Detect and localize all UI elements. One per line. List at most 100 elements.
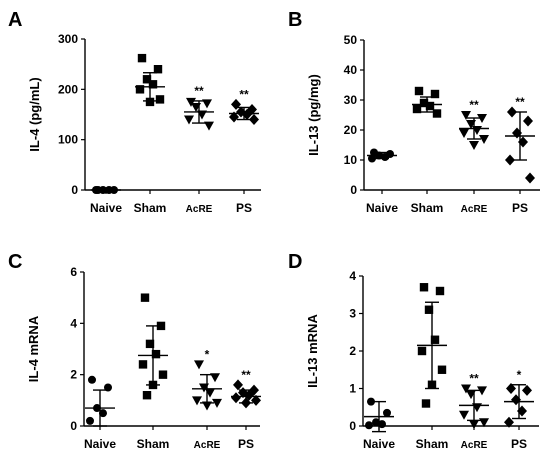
panel-a: A IL-4 (pg/mL) 0 100 200 300 Naive Sham AcRE PS **… bbox=[8, 9, 261, 215]
y-tick-label-d: 0 bbox=[349, 419, 356, 433]
data-point-b-sham bbox=[412, 104, 422, 114]
data-point-d-ps bbox=[504, 416, 514, 428]
y-tick-label-d: 1 bbox=[349, 382, 356, 396]
significance-label-c-ps: ** bbox=[241, 368, 251, 382]
data-point-c-naive bbox=[88, 375, 96, 384]
significance-label-b-ps: ** bbox=[515, 95, 525, 109]
y-tick-label-b: 30 bbox=[344, 93, 358, 107]
significance-label-d-acre: ** bbox=[469, 372, 479, 386]
y-tick-label-d: 2 bbox=[349, 344, 356, 358]
data-point-d-sham bbox=[437, 365, 447, 374]
panel-b: B IL-13 (pg/mg) 0 10 20 30 40 50 Naive Sham AcRE PS… bbox=[288, 9, 540, 215]
data-point-b-sham bbox=[414, 86, 424, 96]
category-label-d: Naive bbox=[363, 437, 395, 451]
data-point-a-acre bbox=[202, 99, 212, 109]
data-point-d-sham bbox=[419, 283, 429, 292]
data-point-d-acre bbox=[477, 386, 487, 396]
data-point-a-sham bbox=[142, 75, 152, 84]
data-point-a-sham bbox=[153, 65, 163, 74]
data-point-a-acre bbox=[184, 115, 194, 125]
y-axis-label-b: IL-13 (pg/mg) bbox=[306, 74, 321, 156]
y-tick-label-b: 20 bbox=[344, 123, 358, 137]
data-point-b-ps bbox=[505, 154, 515, 166]
data-point-d-ps bbox=[506, 383, 516, 394]
y-tick-label-b: 40 bbox=[344, 63, 358, 77]
y-tick-label-c: 2 bbox=[70, 368, 77, 382]
data-point-c-acre bbox=[202, 401, 212, 411]
data-point-a-ps bbox=[229, 111, 239, 123]
significance-label-b-acre: ** bbox=[469, 98, 479, 112]
data-point-a-sham bbox=[155, 95, 165, 104]
y-tick-label-b: 0 bbox=[350, 183, 357, 197]
data-point-c-sham bbox=[138, 360, 148, 369]
data-point-c-sham bbox=[156, 321, 166, 331]
y-tick-label-c: 0 bbox=[70, 419, 77, 433]
data-point-b-acre bbox=[477, 114, 487, 123]
category-label-a: PS bbox=[236, 201, 252, 215]
y-tick-label-a: 0 bbox=[71, 183, 78, 197]
data-point-c-acre bbox=[210, 373, 220, 383]
data-point-d-naive bbox=[372, 418, 380, 427]
significance-label-c-acre: * bbox=[205, 347, 210, 361]
category-label-a: Sham bbox=[134, 201, 167, 215]
panel-letter-b: B bbox=[288, 9, 302, 31]
panel-letter-a: A bbox=[8, 9, 22, 31]
data-point-a-acre bbox=[186, 97, 196, 107]
significance-label-d-ps: * bbox=[517, 368, 522, 382]
category-label-b: AcRE bbox=[461, 204, 488, 215]
data-point-a-sham bbox=[148, 80, 158, 89]
data-point-b-acre bbox=[459, 129, 469, 138]
data-point-d-ps bbox=[522, 384, 532, 396]
data-point-c-sham bbox=[145, 339, 155, 349]
data-point-b-sham bbox=[425, 101, 435, 111]
data-point-d-sham bbox=[421, 399, 431, 408]
data-point-d-naive bbox=[378, 420, 386, 429]
category-label-c: Naive bbox=[84, 437, 116, 451]
category-label-b: Sham bbox=[411, 201, 444, 215]
data-point-d-sham bbox=[424, 305, 434, 314]
data-point-c-sham bbox=[158, 370, 168, 379]
data-point-c-sham bbox=[140, 293, 150, 302]
data-point-d-sham bbox=[435, 286, 445, 296]
data-point-d-sham bbox=[417, 346, 427, 356]
data-point-d-acre bbox=[469, 420, 479, 430]
data-point-c-ps bbox=[233, 379, 243, 391]
data-point-b-acre bbox=[479, 135, 489, 144]
data-point-a-acre bbox=[204, 121, 214, 131]
data-point-b-acre bbox=[461, 111, 471, 120]
y-tick-label-b: 50 bbox=[344, 33, 358, 47]
y-tick-label-d: 3 bbox=[349, 307, 356, 321]
data-point-b-acre bbox=[469, 141, 479, 150]
data-point-b-naive bbox=[368, 154, 376, 163]
data-point-c-sham bbox=[142, 391, 152, 400]
data-point-b-ps bbox=[523, 115, 533, 127]
y-axis-label-d: IL-13 mRNA bbox=[305, 314, 320, 388]
panel-letter-c: C bbox=[8, 251, 22, 273]
category-label-c: PS bbox=[238, 437, 254, 451]
data-point-b-ps bbox=[525, 172, 535, 184]
category-label-c: AcRE bbox=[194, 440, 221, 451]
category-label-b: Naive bbox=[366, 201, 398, 215]
y-tick-label-c: 6 bbox=[70, 265, 77, 279]
y-tick-label-c: 4 bbox=[70, 316, 77, 330]
significance-label-a-acre: ** bbox=[194, 84, 204, 98]
y-tick-label-a: 300 bbox=[58, 32, 78, 46]
data-point-c-acre bbox=[194, 360, 204, 370]
category-label-a: Naive bbox=[90, 201, 122, 215]
significance-label-a-ps: ** bbox=[239, 87, 249, 101]
data-point-d-acre bbox=[459, 410, 469, 420]
category-label-d: Sham bbox=[416, 437, 449, 451]
data-point-d-acre bbox=[479, 418, 489, 428]
data-point-c-acre bbox=[212, 398, 222, 408]
data-point-b-sham bbox=[432, 109, 442, 118]
data-point-a-sham bbox=[135, 85, 145, 94]
data-point-a-ps bbox=[249, 114, 259, 126]
y-tick-label-d: 4 bbox=[349, 269, 356, 283]
data-point-d-naive bbox=[367, 397, 375, 406]
category-label-a: AcRE bbox=[186, 204, 213, 215]
category-label-c: Sham bbox=[137, 437, 170, 451]
data-point-b-ps bbox=[507, 106, 517, 118]
